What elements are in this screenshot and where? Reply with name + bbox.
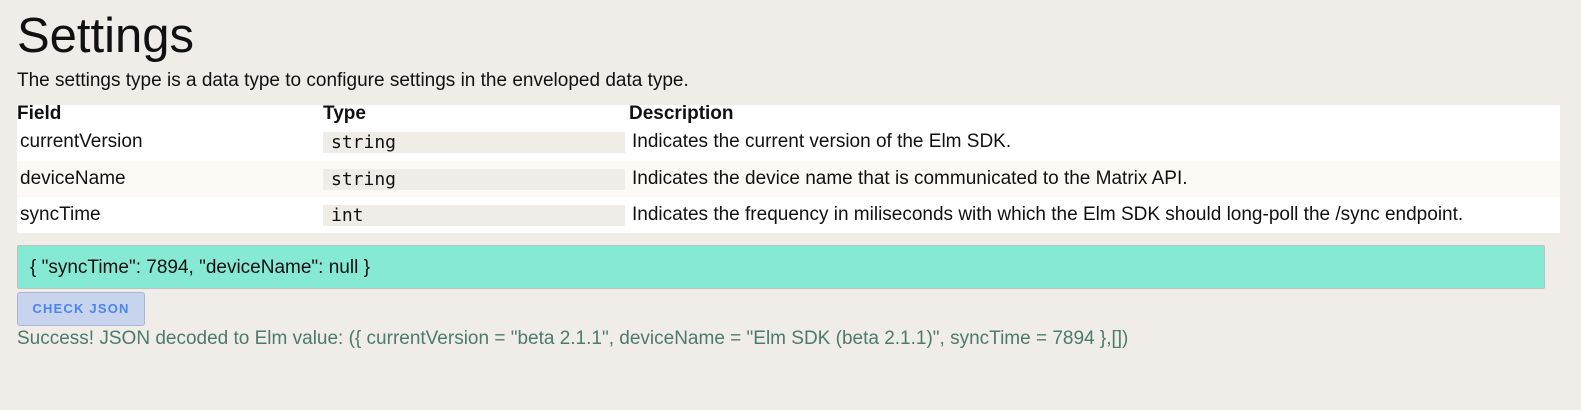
- field-cell: currentVersion: [20, 131, 143, 152]
- header-field: Field: [17, 104, 323, 123]
- type-cell: int: [323, 204, 625, 226]
- header-type: Type: [323, 104, 629, 123]
- description-cell: Indicates the device name that is commun…: [632, 168, 1188, 189]
- page-title: Settings: [17, 9, 195, 63]
- field-cell: deviceName: [20, 168, 126, 189]
- settings-table: Field Type Description currentVersion st…: [17, 104, 1560, 233]
- table-header-row: Field Type Description: [17, 104, 1560, 123]
- header-description: Description: [629, 104, 1560, 123]
- field-cell: syncTime: [20, 204, 101, 225]
- result-message: Success! JSON decoded to Elm value: ({ c…: [17, 328, 1129, 349]
- table-row: currentVersion string Indicates the curr…: [17, 123, 1560, 161]
- check-json-button[interactable]: CHECK JSON: [17, 292, 145, 326]
- description-cell: Indicates the current version of the Elm…: [632, 131, 1012, 152]
- type-cell: string: [323, 168, 625, 190]
- table-row: syncTime int Indicates the frequency in …: [17, 197, 1560, 233]
- intro-text: The settings type is a data type to conf…: [17, 70, 689, 91]
- type-cell: string: [323, 131, 625, 153]
- table-row: deviceName string Indicates the device n…: [17, 161, 1560, 197]
- json-input[interactable]: { "syncTime": 7894, "deviceName": null }: [17, 245, 1545, 289]
- description-cell: Indicates the frequency in miliseconds w…: [632, 204, 1464, 225]
